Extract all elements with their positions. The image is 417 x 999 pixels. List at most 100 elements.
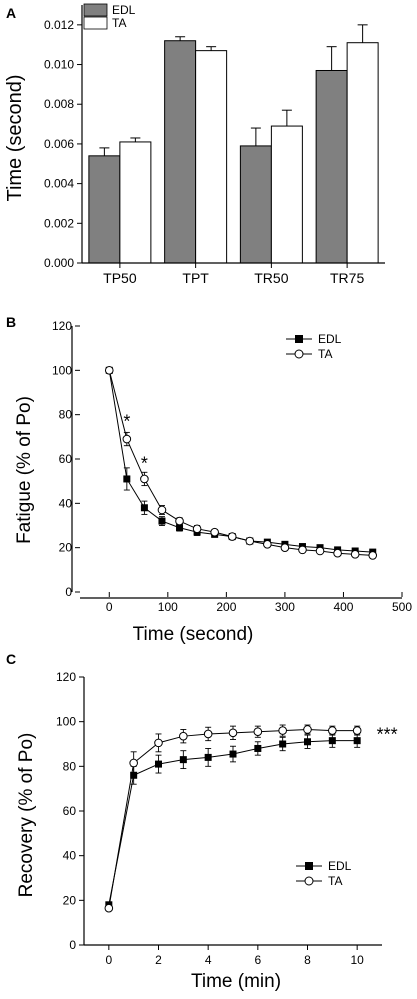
data-point-edl <box>123 475 131 483</box>
legend-label-edl: EDL <box>328 859 352 873</box>
y-tick-label: 0.010 <box>44 58 74 72</box>
panel-b-legend: EDL TA <box>286 332 342 361</box>
legend-label-edl: EDL <box>318 332 342 346</box>
y-tick-label: 0.000 <box>44 256 74 270</box>
data-point-ta <box>245 536 255 546</box>
panel-a-bar-chart: A Time (second) 0.0000.0020.0040.0060.00… <box>4 3 385 286</box>
data-point-ta <box>154 738 163 748</box>
y-tick-label: 80 <box>63 759 77 773</box>
panel-b-y-axis-label: Fatigue (% of Po) <box>14 396 35 544</box>
data-point-ta <box>280 543 290 552</box>
data-point-ta <box>122 434 132 444</box>
panel-a-category-labels: TP50 TPT TR50 TR75 <box>103 270 364 286</box>
y-tick-label: 0 <box>65 585 72 599</box>
data-point-ta <box>303 725 312 734</box>
y-tick-label: 20 <box>59 541 73 555</box>
y-tick-label: 0.002 <box>44 216 74 230</box>
data-point-ta <box>333 548 342 558</box>
x-tick-label: 200 <box>216 600 236 614</box>
data-point-edl <box>204 753 212 761</box>
bar-edl-tpt <box>164 40 197 264</box>
y-tick-label: 100 <box>56 715 76 729</box>
data-point-edl <box>130 771 138 779</box>
data-point-edl <box>328 737 336 745</box>
legend-marker-ta <box>294 349 304 359</box>
panel-c-legend: EDL TA <box>296 859 352 888</box>
bar-edl-tp50 <box>88 155 121 264</box>
legend-label-ta: TA <box>328 874 342 888</box>
significance-marker: * <box>123 411 130 431</box>
panel-a-letter: A <box>6 5 16 21</box>
data-point-ta <box>328 726 337 735</box>
legend-swatch-ta <box>83 16 108 30</box>
data-point-ta <box>104 366 114 375</box>
panel-c-line-chart: C Recovery (% of Po) Time (min) 02040608… <box>6 651 398 992</box>
data-point-edl <box>229 750 237 758</box>
data-point-ta <box>203 729 213 739</box>
y-tick-label: 40 <box>59 496 73 510</box>
y-tick-label: 80 <box>59 408 73 422</box>
significance-marker: * <box>141 453 148 473</box>
panel-b-letter: B <box>6 314 16 330</box>
bar-ta-tpt <box>195 50 228 264</box>
data-point-edl <box>179 756 187 764</box>
data-point-ta <box>315 546 325 556</box>
legend-marker-ta <box>304 876 314 886</box>
data-point-ta <box>210 527 219 537</box>
x-tick-label: 100 <box>158 600 178 614</box>
legend-marker-edl <box>305 862 313 870</box>
data-point-ta <box>368 551 378 560</box>
panel-b-plot: 0 20 40 60 80 100 120 0 100 200 300 400 500 * * <box>52 319 412 614</box>
x-tick-label: 300 <box>275 600 295 614</box>
data-point-edl <box>254 744 262 752</box>
data-point-ta <box>278 726 287 735</box>
y-tick-label: 20 <box>63 893 77 907</box>
legend-label-ta: TA <box>318 347 332 361</box>
y-tick-label: 0.012 <box>44 18 74 32</box>
legend-label-ta: TA <box>112 16 126 30</box>
x-tick-label: 2 <box>155 953 162 967</box>
y-tick-label: 40 <box>63 849 77 863</box>
data-point-ta <box>350 550 360 559</box>
x-tick-label: 4 <box>205 953 212 967</box>
panel-b-x-axis-label: Time (second) <box>133 624 254 645</box>
data-point-edl <box>304 738 311 746</box>
panel-a-axes <box>81 5 385 268</box>
bar-ta-tr50 <box>270 125 303 264</box>
data-point-ta <box>129 758 138 768</box>
y-tick-label: 120 <box>52 319 72 333</box>
data-point-ta <box>228 728 238 738</box>
data-point-ta <box>104 903 114 913</box>
bar-ta-tr75 <box>346 42 379 264</box>
data-point-edl <box>176 524 184 532</box>
data-point-edl <box>158 517 166 525</box>
x-tick-label: 0 <box>105 953 112 967</box>
significance-marker: *** <box>377 725 398 745</box>
x-tick-label: 400 <box>333 600 353 614</box>
y-tick-label: 0.008 <box>44 97 74 111</box>
y-tick-label: 100 <box>52 363 72 377</box>
y-tick-label: 0 <box>69 938 76 952</box>
y-tick-label: 0.004 <box>44 177 74 191</box>
data-point-ta <box>298 545 307 555</box>
data-point-edl <box>353 737 361 745</box>
bar-edl-tr75 <box>315 69 348 264</box>
x-tick-label: 0 <box>106 600 113 614</box>
panel-c-y-axis-label: Recovery (% of Po) <box>16 733 37 898</box>
legend-marker-edl <box>295 335 303 343</box>
bar-ta-tp50 <box>119 141 152 264</box>
x-tick-label: 8 <box>304 953 311 967</box>
panel-a-y-axis-label: Time (second) <box>4 74 26 201</box>
y-tick-label: 60 <box>59 452 73 466</box>
data-point-edl <box>140 504 148 512</box>
data-point-ta <box>263 540 272 549</box>
panel-a-bars <box>88 24 379 264</box>
bar-edl-tr50 <box>239 145 272 264</box>
panel-c-x-axis-label: Time (min) <box>191 971 281 992</box>
data-point-edl <box>155 760 162 768</box>
legend-swatch-edl <box>83 3 108 17</box>
panel-a-y-ticks: 0.000 0.002 0.004 0.006 0.008 0.010 0.012 <box>44 18 82 270</box>
panel-a-legend: EDL TA <box>83 3 136 30</box>
category-label-tr75: TR75 <box>330 270 364 286</box>
